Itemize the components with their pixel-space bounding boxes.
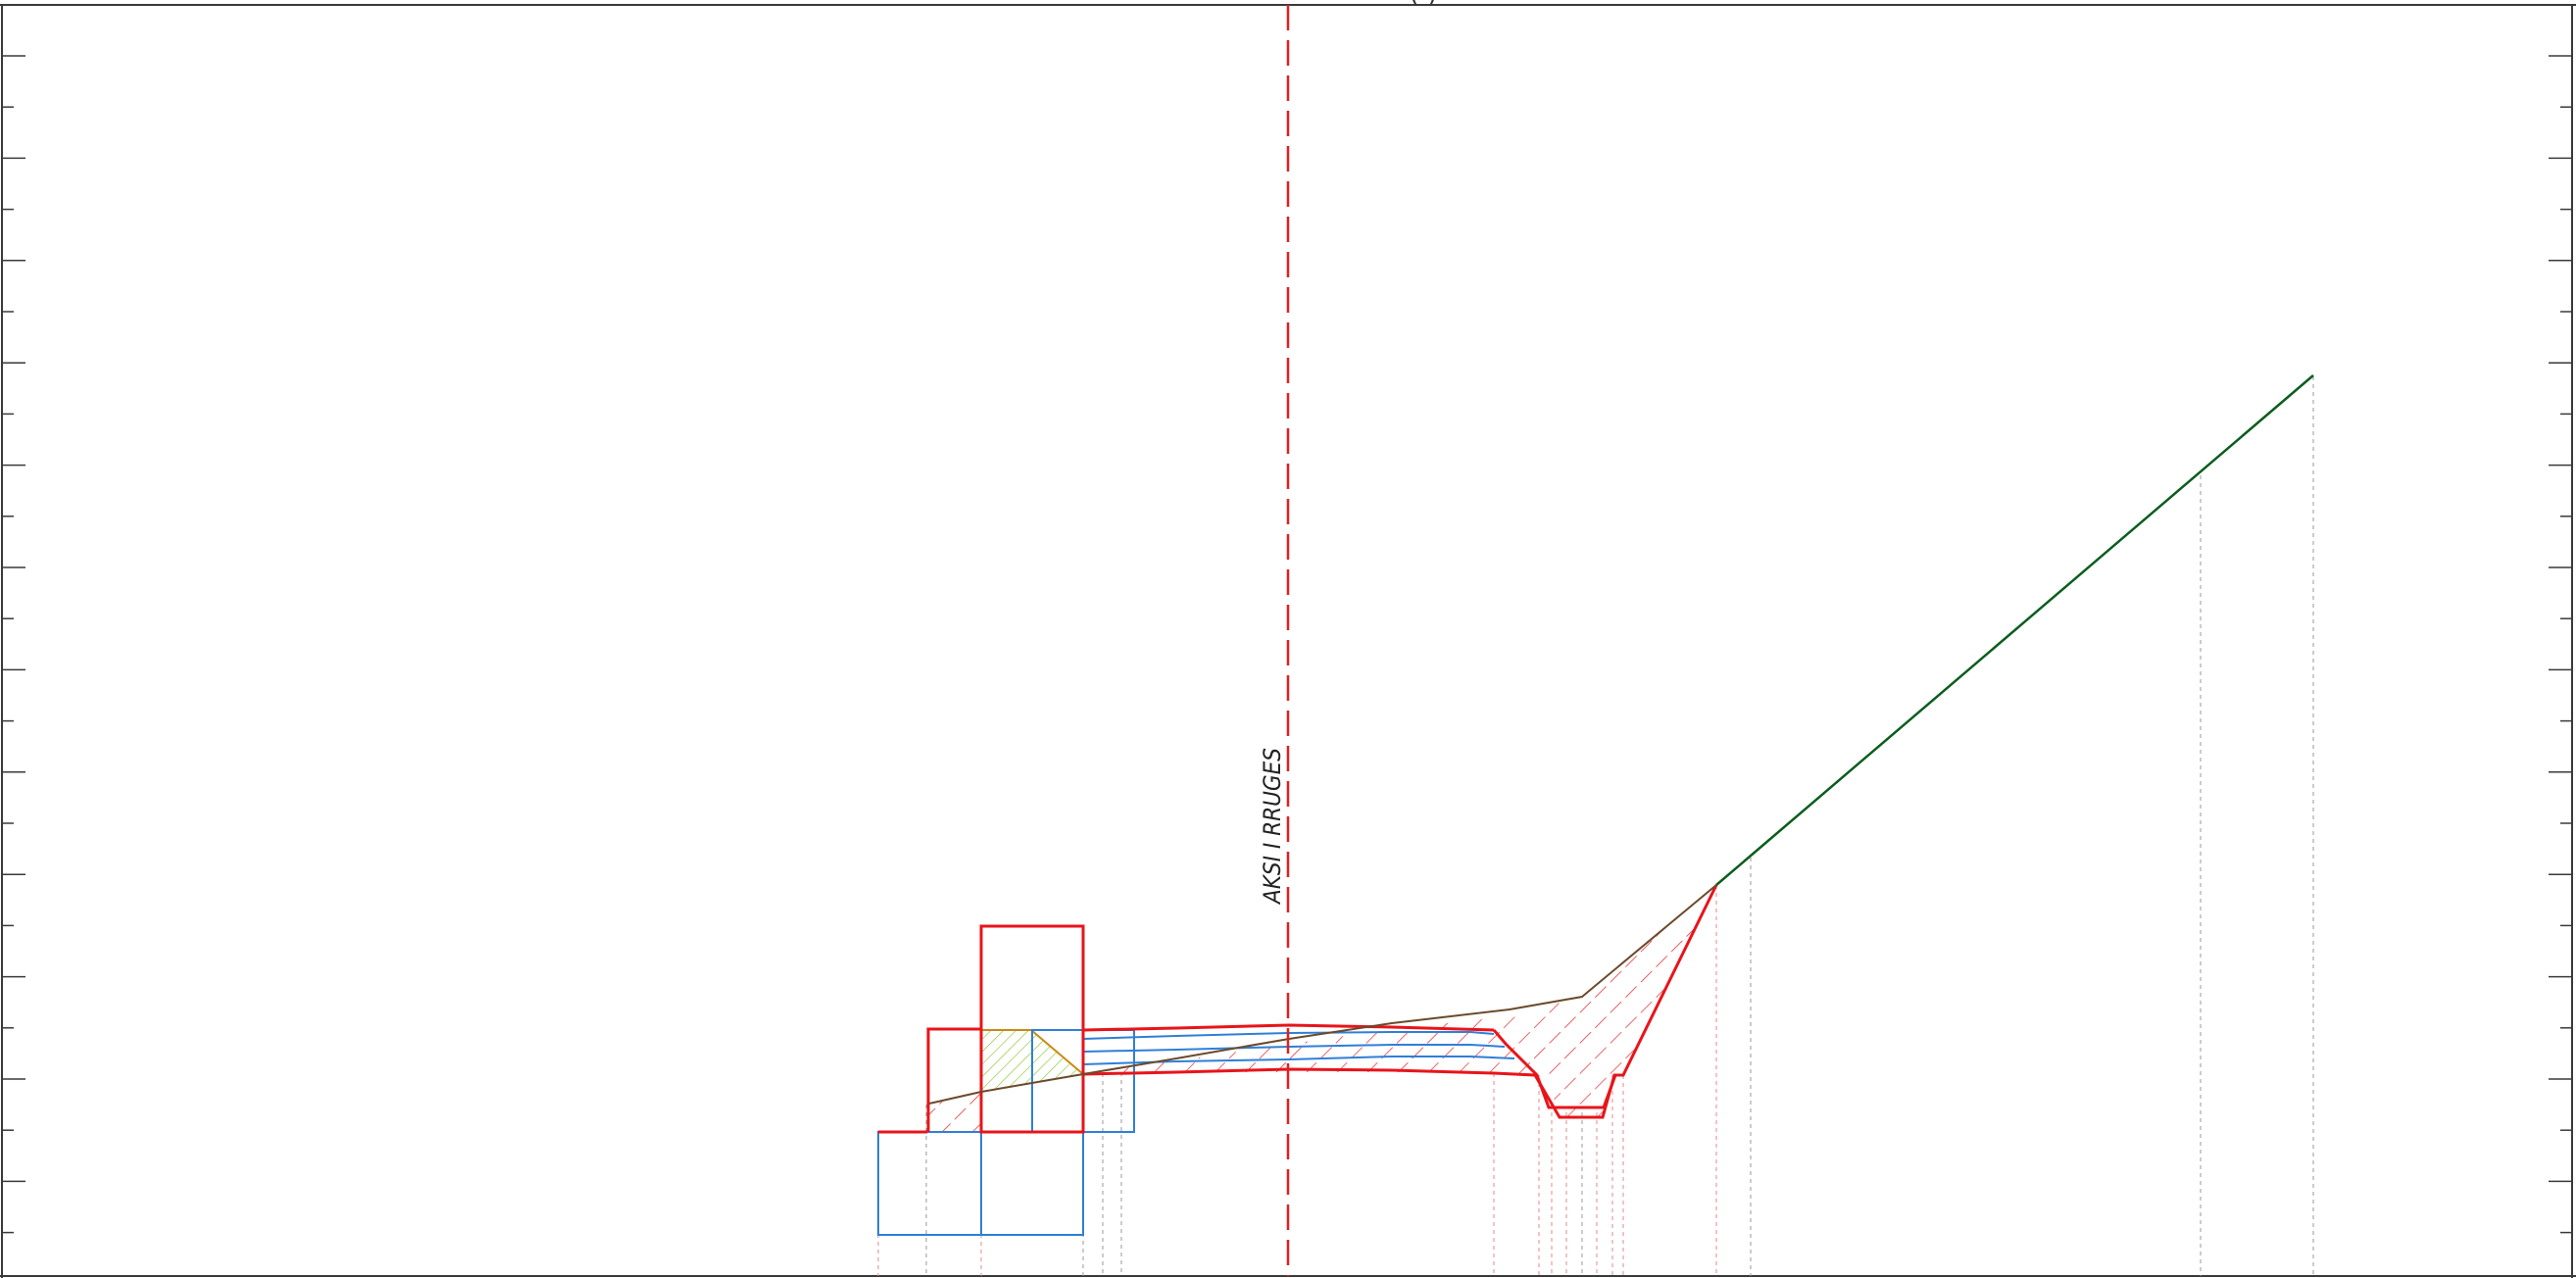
left-scale-ticks — [2, 55, 25, 1234]
right-scale-ticks — [2549, 55, 2572, 1234]
cut-slope-line — [1715, 374, 2314, 886]
excavation-outline — [878, 884, 1718, 1134]
station-guide-lines — [877, 376, 2314, 1276]
road-axis-label: AKSI I RRUGES — [1259, 748, 1286, 906]
drawing-title-fragment: ( ) — [1410, 0, 1438, 9]
cut-area-hatch — [929, 885, 1716, 1132]
